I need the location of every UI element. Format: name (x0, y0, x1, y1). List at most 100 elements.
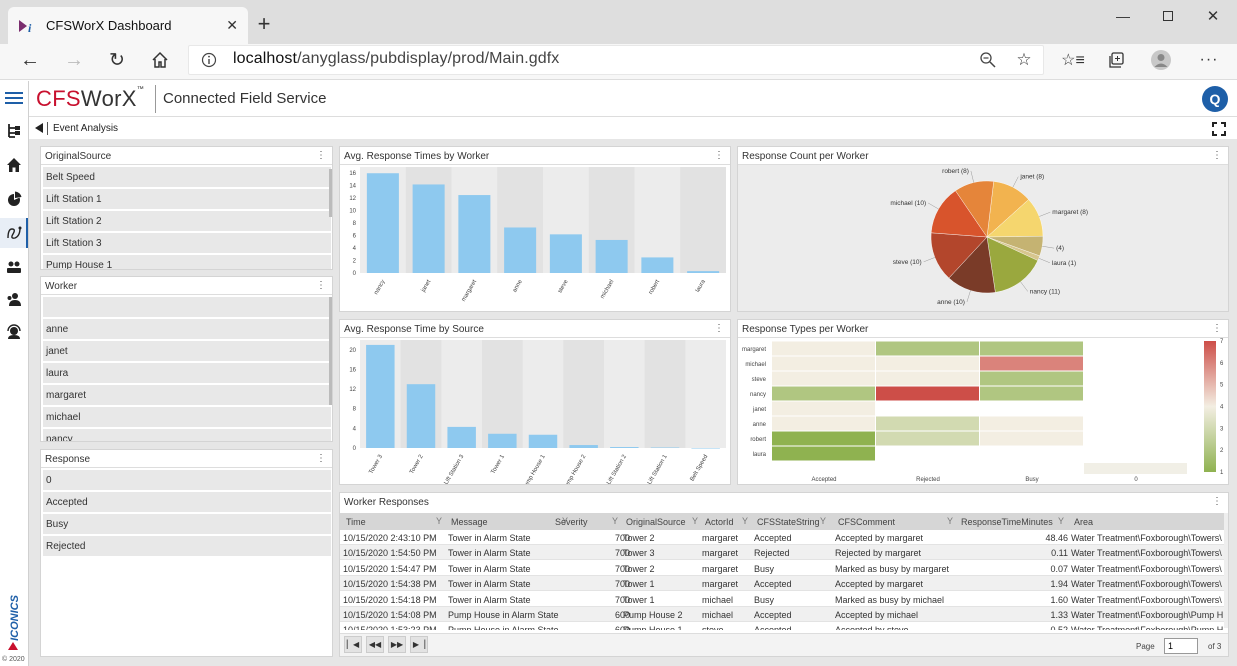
column-header[interactable]: Time (346, 517, 366, 527)
pie-slice[interactable] (986, 236, 1039, 293)
maximize-window-button[interactable] (1153, 6, 1183, 26)
table-row[interactable]: 10/15/2020 1:54:18 PM Tower in Alarm Stat… (340, 591, 1228, 607)
bar[interactable] (595, 239, 628, 273)
more-options-icon[interactable]: ⋮ (1212, 323, 1222, 334)
hierarchy-icon[interactable] (4, 122, 24, 140)
filter-list-item[interactable]: nancy (43, 429, 331, 441)
zoom-icon[interactable] (978, 50, 998, 70)
heatmap-cell[interactable] (772, 416, 875, 431)
heatmap-cell[interactable] (980, 416, 1083, 431)
filter-list-item[interactable]: Pump House 1 (43, 255, 331, 269)
filter-icon[interactable]: Y (820, 516, 827, 526)
filter-list-item[interactable]: Lift Station 3 (43, 233, 331, 254)
close-window-button[interactable]: ✕ (1206, 8, 1220, 25)
url-text[interactable]: localhost/anyglass/pubdisplay/prod/Main.… (233, 50, 559, 68)
scrollbar[interactable] (329, 297, 332, 405)
pie-slice[interactable] (930, 232, 988, 279)
favorites-list-icon[interactable]: ☆≡ (1061, 52, 1085, 69)
bar[interactable] (406, 384, 436, 448)
bar[interactable] (504, 227, 537, 273)
browser-menu-icon[interactable]: ··· (1199, 51, 1219, 68)
more-options-icon[interactable]: ⋮ (316, 453, 326, 464)
column-header[interactable]: Message (451, 517, 488, 527)
fullscreen-icon[interactable] (1211, 121, 1227, 137)
filter-list-item[interactable]: Accepted (43, 492, 331, 513)
heatmap-cell[interactable] (772, 341, 875, 356)
bar[interactable] (366, 344, 395, 448)
favorite-star-icon[interactable]: ☆ (1016, 50, 1032, 69)
table-row[interactable]: 10/15/2020 1:54:38 PM Tower in Alarm Stat… (340, 576, 1228, 592)
filter-list-item[interactable]: Belt Speed (43, 167, 331, 188)
site-info-icon[interactable] (200, 51, 218, 69)
table-scrollbar[interactable] (1224, 513, 1228, 628)
more-options-icon[interactable]: ⋮ (714, 150, 724, 161)
bar[interactable] (687, 271, 720, 273)
back-button[interactable]: ← (20, 48, 40, 71)
filter-list-item[interactable]: Busy (43, 514, 331, 535)
last-page-button[interactable]: ▶▕ (410, 636, 428, 653)
filter-list-item[interactable]: Lift Station 1 (43, 189, 331, 210)
more-options-icon[interactable]: ⋮ (714, 323, 724, 334)
column-header[interactable]: OriginalSource (626, 517, 686, 527)
refresh-button[interactable]: ↻ (109, 49, 125, 71)
address-bar[interactable] (188, 45, 1044, 75)
column-header[interactable]: ResponseTimeMinutes (961, 517, 1053, 527)
table-row[interactable]: 10/15/2020 1:54:50 PM Tower in Alarm Stat… (340, 545, 1228, 561)
bar[interactable] (447, 426, 476, 448)
analytics-nav-icon[interactable] (4, 190, 24, 208)
pie-slice[interactable] (955, 180, 994, 238)
heatmap-cell[interactable] (772, 386, 875, 401)
event-analysis-nav-icon[interactable] (4, 224, 24, 242)
browser-tab[interactable]: i CFSWorX Dashboard ✕ (8, 7, 248, 44)
heatmap-cell[interactable] (772, 431, 875, 446)
minimize-window-button[interactable]: — (1116, 8, 1130, 24)
pie-slice[interactable] (948, 236, 996, 294)
filter-icon[interactable]: Y (692, 516, 699, 526)
bar[interactable] (366, 173, 399, 273)
bar[interactable] (488, 433, 517, 448)
column-header[interactable]: CFSComment (838, 517, 896, 527)
profile-avatar-icon[interactable] (1150, 49, 1172, 71)
previous-page-button[interactable]: ◀◀ (366, 636, 384, 653)
next-page-button[interactable]: ▶▶ (388, 636, 406, 653)
filter-icon[interactable]: Y (612, 516, 619, 526)
heatmap-cell[interactable] (876, 386, 979, 401)
collapse-left-icon[interactable] (34, 122, 44, 134)
heatmap-cell[interactable] (980, 431, 1083, 446)
heatmap-cell[interactable] (980, 341, 1083, 356)
more-options-icon[interactable]: ⋮ (316, 150, 326, 161)
column-header[interactable]: ActorId (705, 517, 734, 527)
table-row[interactable]: 10/15/2020 1:54:47 PM Tower in Alarm Stat… (340, 560, 1228, 576)
filter-icon[interactable]: Y (742, 516, 749, 526)
filter-icon[interactable]: Y (947, 516, 954, 526)
filter-list-item[interactable]: janet (43, 341, 331, 362)
column-header[interactable]: CFSStateString (757, 517, 820, 527)
heatmap-cell[interactable] (772, 371, 875, 386)
bar[interactable] (549, 234, 582, 273)
filter-icon[interactable]: Y (1058, 516, 1065, 526)
heatmap-cell[interactable] (876, 431, 979, 446)
bar[interactable] (412, 184, 445, 273)
workers-nav-icon[interactable] (4, 258, 24, 276)
scrollbar[interactable] (329, 169, 332, 217)
heatmap-cell[interactable] (980, 356, 1083, 371)
filter-icon[interactable]: Y (436, 516, 443, 526)
close-tab-icon[interactable]: ✕ (226, 17, 238, 33)
heatmap-cell[interactable] (772, 356, 875, 371)
filter-list-item[interactable]: laura (43, 363, 331, 384)
user-avatar-button[interactable]: Q (1202, 86, 1228, 112)
bar[interactable] (641, 257, 674, 273)
filter-list-item[interactable]: margaret (43, 385, 331, 406)
table-row[interactable]: 10/15/2020 2:43:10 PM Tower in Alarm Stat… (340, 530, 1228, 545)
heatmap-cell[interactable] (876, 416, 979, 431)
team-nav-icon[interactable] (4, 290, 24, 308)
home-button[interactable] (148, 49, 172, 71)
bar[interactable] (650, 447, 680, 449)
bar[interactable] (569, 445, 598, 448)
filter-list-item[interactable]: 0 (43, 470, 331, 491)
forward-button[interactable]: → (64, 48, 84, 71)
more-options-icon[interactable]: ⋮ (316, 280, 326, 291)
new-tab-button[interactable]: + (257, 11, 271, 36)
bar[interactable] (610, 447, 639, 448)
bar[interactable] (458, 195, 491, 273)
